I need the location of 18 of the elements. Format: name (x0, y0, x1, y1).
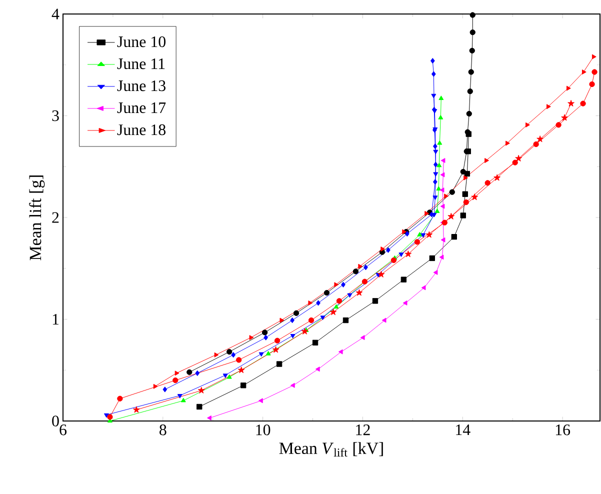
legend-label: June 17 (117, 102, 166, 114)
legend-label: June 13 (117, 80, 166, 92)
y-tick-label: 2 (52, 212, 59, 223)
y-tick-label: 0 (52, 416, 59, 426)
y-tick-label: 1 (52, 314, 59, 325)
x-tick-label: 12 (356, 424, 370, 436)
legend-label: June 11 (117, 58, 165, 70)
x-tick-label: 14 (456, 424, 470, 436)
x-tick-label: 16 (556, 424, 570, 436)
x-tick-label: 6 (60, 424, 67, 436)
y-axis-title: Mean lift [g] (29, 175, 45, 260)
x-tick-label: 10 (256, 424, 270, 436)
y-tick-label: 3 (52, 110, 59, 122)
y-tick-label: 4 (52, 8, 60, 20)
legend-label: June 10 (117, 36, 166, 48)
x-tick-label: 8 (160, 424, 166, 436)
x-axis-title: Mean V$_{lift}$ [kV] (279, 442, 383, 457)
legend-label: June 18 (117, 124, 166, 136)
